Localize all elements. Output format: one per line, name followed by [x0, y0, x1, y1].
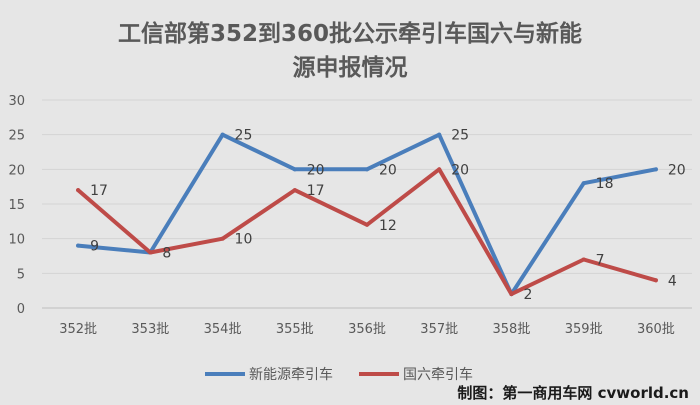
footer-credit: 制图：第一商用车网 cvworld.cn	[457, 384, 689, 402]
data-point	[509, 292, 514, 297]
x-tick-label: 353批	[131, 322, 169, 337]
x-tick-label: 360批	[637, 322, 675, 337]
x-tick-label: 357批	[420, 322, 458, 337]
data-label: 8	[162, 246, 171, 262]
data-point	[581, 257, 586, 262]
data-point	[292, 167, 297, 172]
x-tick-label: 355批	[276, 322, 314, 337]
x-tick-label: 352批	[59, 322, 97, 337]
x-tick-label: 354批	[204, 322, 242, 337]
y-tick-label: 25	[8, 129, 25, 144]
y-tick-label: 20	[8, 163, 25, 178]
x-axis-ticks: 352批 353批 354批 355批 356批 357批 358批 359批 360批	[59, 322, 675, 337]
data-point	[653, 278, 658, 283]
y-tick-label: 30	[8, 94, 25, 109]
data-point	[220, 236, 225, 241]
y-tick-label: 10	[8, 233, 25, 248]
series-line-1	[76, 132, 658, 297]
data-label: 20	[379, 162, 397, 178]
data-label: 17	[307, 183, 325, 199]
y-tick-label: 15	[8, 198, 25, 213]
data-point	[653, 167, 658, 172]
y-axis-ticks: 0 5 10 15 20 25 30	[8, 94, 25, 317]
series-lines	[76, 132, 658, 297]
data-label: 7	[596, 252, 605, 268]
data-label: 10	[235, 232, 253, 248]
legend-label-1: 新能源牵引车	[249, 366, 333, 383]
data-label: 2	[523, 287, 532, 303]
data-point	[365, 222, 369, 227]
data-point	[76, 188, 81, 193]
data-label: 18	[596, 176, 614, 192]
data-label: 20	[307, 162, 325, 178]
data-point	[581, 181, 586, 186]
x-tick-label: 359批	[565, 322, 603, 337]
x-tick-label: 358批	[493, 322, 531, 337]
data-label: 25	[235, 128, 253, 144]
data-point	[437, 132, 442, 137]
chart-title-line1: 工信部第352到360批公示牵引车国六与新能	[118, 20, 582, 47]
data-label: 20	[451, 162, 469, 178]
data-label: 17	[90, 183, 108, 199]
legend-label-2: 国六牵引车	[403, 366, 473, 383]
data-point	[148, 250, 153, 255]
data-point	[292, 188, 297, 193]
x-tick-label: 356批	[348, 322, 386, 337]
data-point	[437, 167, 442, 172]
y-tick-label: 5	[17, 267, 25, 282]
data-label: 12	[379, 218, 397, 234]
chart-title-line2: 源申报情况	[293, 54, 408, 81]
y-tick-label: 0	[17, 302, 25, 317]
grid-lines	[42, 99, 692, 309]
data-label: 25	[451, 128, 469, 144]
data-point	[365, 167, 369, 172]
data-label: 4	[668, 273, 677, 289]
legend: 新能源牵引车 国六牵引车	[205, 366, 473, 383]
data-point	[76, 243, 81, 248]
data-point	[220, 132, 225, 137]
data-labels: 9 25 20 20 25 18 20 17 8 10 17 12 20 2 7 4	[90, 128, 686, 303]
data-label: 9	[90, 239, 99, 255]
data-label: 20	[668, 162, 686, 178]
